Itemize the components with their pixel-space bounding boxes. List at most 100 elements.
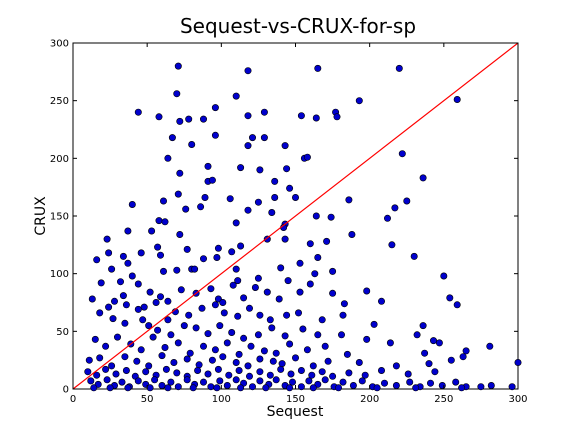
data-point — [174, 62, 182, 70]
data-point — [486, 342, 494, 350]
data-point — [323, 237, 331, 245]
data-point — [93, 371, 101, 379]
data-point — [462, 347, 470, 355]
data-point — [87, 377, 95, 385]
data-point — [162, 365, 170, 373]
data-point — [314, 331, 322, 339]
data-point — [249, 383, 257, 391]
data-point — [124, 384, 132, 392]
data-point — [318, 368, 326, 376]
data-point — [339, 311, 347, 319]
data-point — [234, 312, 242, 320]
data-point — [363, 287, 371, 295]
data-point — [391, 204, 399, 212]
data-point — [167, 331, 175, 339]
data-point — [103, 376, 111, 384]
y-axis-label: CRUX — [33, 196, 49, 236]
data-point — [229, 281, 237, 289]
data-point — [363, 335, 371, 343]
data-point — [303, 346, 311, 354]
data-point — [395, 64, 403, 72]
data-point — [108, 265, 116, 273]
data-point — [158, 352, 166, 360]
data-point — [232, 92, 240, 100]
data-point — [128, 201, 136, 209]
data-point — [487, 381, 495, 389]
data-point — [146, 288, 154, 296]
data-point — [167, 378, 175, 386]
data-point — [296, 288, 304, 296]
data-point — [249, 134, 257, 142]
data-point — [188, 141, 196, 149]
data-point — [386, 339, 394, 347]
data-point — [256, 377, 264, 385]
data-point — [180, 322, 188, 330]
data-point — [263, 288, 271, 296]
data-point — [425, 360, 433, 368]
data-point — [204, 162, 212, 170]
data-point — [160, 197, 168, 205]
data-point — [161, 218, 169, 226]
data-point — [403, 197, 411, 205]
data-point — [137, 346, 145, 354]
data-point — [355, 358, 363, 366]
data-point — [168, 134, 176, 142]
data-point — [232, 358, 240, 366]
data-point — [232, 265, 240, 273]
data-point — [122, 301, 130, 309]
data-point — [235, 350, 243, 358]
data-point — [145, 362, 153, 370]
data-point — [208, 356, 216, 364]
data-point — [294, 309, 302, 317]
data-point — [392, 362, 400, 370]
y-tick-label: 0 — [63, 385, 69, 396]
data-point — [251, 283, 259, 291]
x-tick-label: 300 — [508, 394, 527, 405]
data-point — [256, 355, 264, 363]
data-point — [262, 384, 270, 392]
data-point — [155, 217, 163, 225]
data-point — [102, 365, 110, 373]
data-point — [296, 259, 304, 267]
data-point — [235, 366, 243, 374]
data-point — [398, 150, 406, 158]
data-point — [383, 214, 391, 222]
data-point — [237, 164, 245, 172]
data-point — [291, 194, 299, 202]
data-point — [337, 331, 345, 339]
data-point — [321, 342, 329, 350]
x-axis: 0 50 100 150 200 250 300 — [70, 43, 528, 405]
data-point — [271, 177, 279, 185]
data-point — [446, 294, 454, 302]
data-point — [124, 227, 132, 235]
data-point — [183, 376, 191, 384]
data-point — [192, 324, 200, 332]
data-point — [103, 235, 111, 243]
data-point — [119, 252, 127, 260]
data-point — [438, 381, 446, 389]
data-point — [183, 245, 191, 253]
chart-title: Sequest-vs-CRUX-for-sp — [180, 14, 416, 38]
data-point — [185, 115, 193, 123]
data-point — [195, 361, 203, 369]
data-point — [214, 365, 222, 373]
data-point — [84, 368, 92, 376]
data-point — [281, 235, 289, 243]
data-point — [176, 231, 184, 239]
data-point — [413, 331, 421, 339]
data-point — [406, 378, 414, 386]
data-point — [458, 384, 466, 392]
data-point — [213, 384, 221, 392]
data-point — [452, 378, 460, 386]
data-point — [349, 381, 357, 389]
data-point — [216, 377, 224, 385]
data-point — [377, 366, 385, 374]
data-point — [182, 205, 190, 213]
data-point — [194, 366, 202, 374]
data-point — [152, 298, 160, 306]
data-point — [278, 360, 286, 368]
data-point — [426, 379, 434, 387]
data-point — [277, 264, 285, 272]
data-point — [96, 309, 104, 317]
data-point — [286, 340, 294, 348]
